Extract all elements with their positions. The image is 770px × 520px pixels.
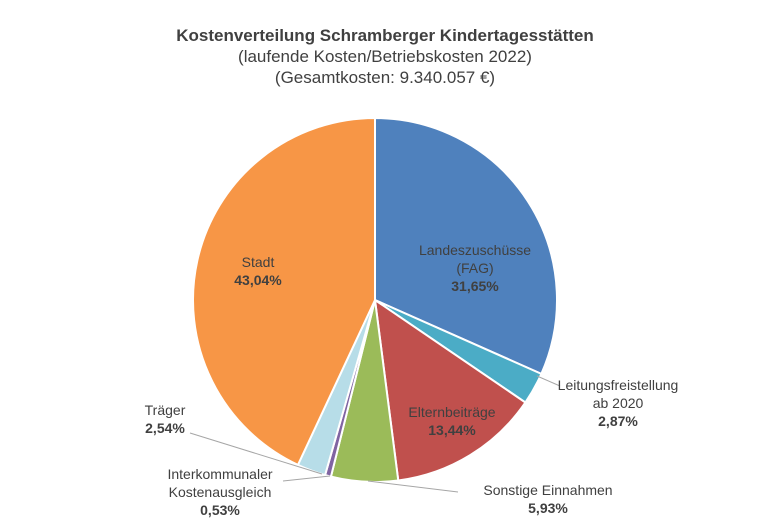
data-label-2: Elternbeiträge 13,44% [408, 403, 495, 439]
slice-value: 43,04% [234, 272, 282, 288]
data-label-3: Sonstige Einnahmen 5,93% [483, 481, 612, 517]
data-label-6: Stadt 43,04% [234, 253, 281, 289]
data-label-0: Landeszuschüsse (FAG) 31,65% [419, 241, 531, 295]
leader-line-4 [282, 475, 331, 482]
slice-label: Interkommunaler [167, 466, 273, 482]
chart-subtitle-2: (Gesamtkosten: 9.340.057 €) [274, 68, 496, 87]
slice-value: 2,87% [598, 413, 638, 429]
pie-slice-6 [192, 116, 376, 467]
slice-label: Sonstige Einnahmen [483, 482, 613, 498]
pie-slice-2 [373, 297, 527, 482]
leader-line-1 [536, 375, 561, 387]
pie-slice-0 [374, 116, 558, 376]
slice-label: (FAG) [456, 260, 494, 276]
slice-label: Stadt [241, 254, 275, 270]
slice-value: 0,53% [200, 502, 240, 518]
slice-value: 13,44% [428, 422, 476, 438]
slice-label: Leitungsfreistellung [557, 377, 679, 393]
data-label-4: Interkommunaler Kostenausgleich 0,53% [167, 465, 272, 519]
data-label-1: Leitungsfreistellung ab 2020 2,87% [558, 376, 679, 430]
slice-label: Kostenausgleich [168, 484, 272, 500]
chart-subtitle-1: (laufende Kosten/Betriebskosten 2022) [238, 47, 532, 66]
slice-value: 2,54% [145, 420, 185, 436]
slice-value: 31,65% [451, 278, 499, 294]
slice-label: Elternbeiträge [408, 404, 496, 420]
leader-line-3 [367, 480, 459, 493]
slice-label: Landeszuschüsse [418, 242, 532, 258]
chart-title: Kostenverteilung Schramberger Kindertage… [176, 26, 594, 45]
slice-value: 5,93% [528, 500, 568, 516]
slice-label: ab 2020 [592, 395, 644, 411]
slice-label: Träger [144, 402, 186, 418]
leader-line-5 [189, 432, 323, 475]
data-label-5: Träger 2,54% [145, 401, 186, 437]
